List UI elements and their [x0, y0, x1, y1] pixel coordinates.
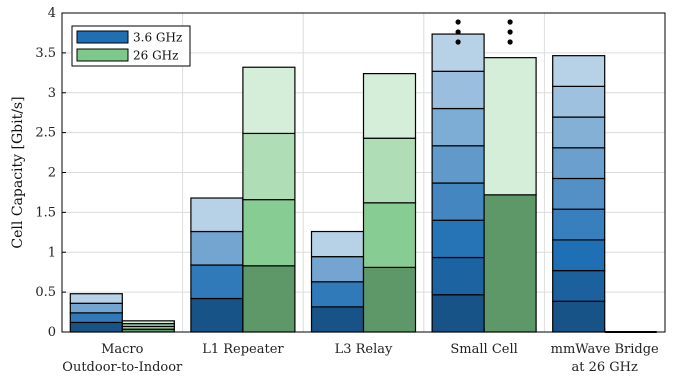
bar-segment-26ghz	[121, 320, 175, 325]
y-tick-label: 1.5	[35, 205, 56, 220]
bar-segment-3-6ghz	[552, 147, 606, 180]
y-tick-label: 0	[48, 325, 56, 340]
bar-segment-3-6ghz	[552, 269, 606, 302]
bar-segment-26ghz	[362, 266, 417, 333]
bar-segment-3-6ghz	[552, 208, 606, 241]
bar-segment-26ghz	[242, 66, 296, 135]
x-tick-label: L1 Repeater	[202, 342, 284, 357]
y-tick-label: 2.5	[35, 126, 56, 141]
bar-segment-3-6ghz	[69, 312, 123, 324]
y-tick-label: 2	[48, 166, 56, 181]
bar-segment-3-6ghz	[431, 219, 485, 259]
continuation-markers	[455, 19, 513, 45]
bar-segment-3-6ghz	[190, 197, 244, 233]
bar-segment-3-6ghz	[310, 256, 365, 283]
bar-segment-26ghz	[362, 137, 417, 204]
bar-segment-3-6ghz	[552, 55, 606, 87]
bar-segment-26ghz	[483, 57, 537, 196]
bar-segment-3-6ghz	[552, 116, 606, 149]
bar-segment-3-6ghz	[69, 293, 123, 304]
legend: 3.6 GHz 26 GHz	[71, 25, 191, 67]
y-axis-label: Cell Capacity [Gbit/s]	[10, 96, 26, 248]
bar-segment-26ghz	[483, 194, 537, 333]
bar-segment-26ghz	[242, 132, 296, 201]
bar-segment-3-6ghz	[190, 230, 244, 266]
legend-label: 3.6 GHz	[133, 31, 182, 45]
bar-segment-3-6ghz	[431, 107, 485, 147]
continuation-dot	[507, 29, 513, 35]
x-tick-label: mmWave Bridge	[551, 342, 659, 357]
legend-label: 26 GHz	[133, 49, 178, 63]
bar-segment-3-6ghz	[190, 264, 244, 300]
bar-segment-3-6ghz	[552, 85, 606, 118]
bar-segment-3-6ghz	[69, 302, 123, 314]
x-tick-label: at 26 GHz	[572, 360, 639, 375]
continuation-dot	[455, 19, 461, 25]
y-tick-label: 1	[48, 245, 56, 260]
x-tick-label: L3 Relay	[335, 342, 393, 357]
legend-swatch	[76, 48, 129, 62]
bar-segment-26ghz	[362, 202, 417, 269]
y-tick-label: 4	[48, 6, 56, 21]
bar-segment-3-6ghz	[552, 300, 606, 333]
bar-segment-3-6ghz	[310, 281, 365, 308]
bar-segment-3-6ghz	[431, 145, 485, 184]
bar-segment-3-6ghz	[431, 70, 485, 110]
bar-segment-3-6ghz	[431, 182, 485, 221]
continuation-dot	[507, 19, 513, 25]
y-axis-ticks: 0 0.5 1 1.5 2 2.5 3 3.5 4	[35, 6, 66, 340]
bar-segment-3-6ghz	[310, 230, 365, 258]
bar-segment-3-6ghz	[431, 294, 485, 333]
x-axis-ticks: Macro Outdoor-to-Indoor L1 Repeater L3 Rela…	[62, 328, 659, 375]
y-tick-label: 3	[48, 86, 56, 101]
bar-segment-26ghz	[242, 199, 296, 267]
continuation-dot	[455, 39, 461, 45]
bars	[69, 33, 657, 333]
y-tick-label: 0.5	[35, 285, 56, 300]
y-tick-label: 3.5	[35, 46, 56, 61]
bar-segment-3-6ghz	[190, 297, 244, 333]
bar-segment-3-6ghz	[310, 306, 365, 333]
continuation-dot	[507, 39, 513, 45]
x-tick-label: Small Cell	[450, 342, 517, 357]
bar-segment-3-6ghz	[552, 177, 606, 210]
bar-segment-3-6ghz	[552, 239, 606, 272]
x-tick-label: Outdoor-to-Indoor	[62, 360, 183, 375]
bar-segment-26ghz	[242, 265, 296, 333]
continuation-dot	[455, 29, 461, 35]
bar-segment-26ghz	[362, 73, 417, 139]
bar-segment-3-6ghz	[69, 321, 123, 333]
x-tick-label: Macro	[101, 342, 144, 357]
bar-segment-3-6ghz	[431, 256, 485, 296]
legend-swatch	[76, 30, 129, 44]
